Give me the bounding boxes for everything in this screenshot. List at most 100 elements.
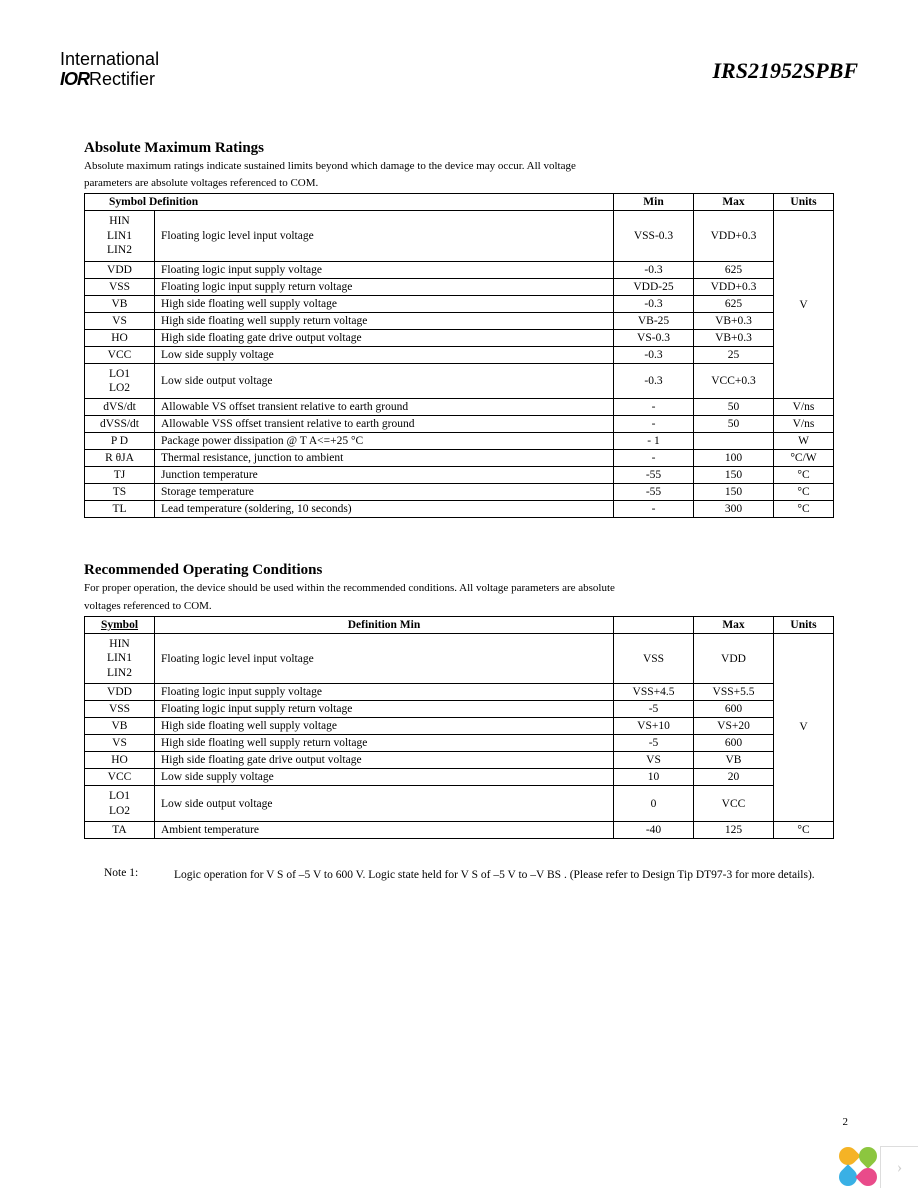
table-row: VSSFloating logic input supply return vo… — [85, 278, 834, 295]
table-cell: -55 — [614, 484, 694, 501]
th-def: Definition Min — [155, 617, 614, 634]
table-cell: VDD — [694, 634, 774, 684]
logo-rectifier: Rectifier — [89, 69, 155, 89]
table-row: LO1LO2Low side output voltage-0.3VCC+0.3 — [85, 363, 834, 399]
company-logo: International IORRectifier — [60, 50, 159, 90]
table-cell: VDD — [85, 684, 155, 701]
table-cell: 25 — [694, 346, 774, 363]
corner-widget: › — [838, 1146, 918, 1188]
table-cell: -55 — [614, 467, 694, 484]
table-header-row: Symbol Definition Min Max Units — [85, 617, 834, 634]
table-cell: 100 — [694, 450, 774, 467]
table-cell: 625 — [694, 295, 774, 312]
th-min: Min — [614, 194, 694, 211]
logo-line1: International — [60, 50, 159, 70]
table-cell: V/ns — [774, 416, 834, 433]
table-cell: Allowable VSS offset transient relative … — [155, 416, 614, 433]
table-cell: Thermal resistance, junction to ambient — [155, 450, 614, 467]
table-row: VCCLow side supply voltage-0.325 — [85, 346, 834, 363]
table-cell: V — [774, 211, 834, 399]
table-cell: High side floating gate drive output vol… — [155, 329, 614, 346]
table-cell: V/ns — [774, 399, 834, 416]
table-cell: Package power dissipation @ T A<=+25 °C — [155, 433, 614, 450]
table-cell: VCC+0.3 — [694, 363, 774, 399]
table-row: TJJunction temperature-55150°C — [85, 467, 834, 484]
table-row: P DPackage power dissipation @ T A<=+25 … — [85, 433, 834, 450]
table-cell: -5 — [614, 701, 694, 718]
table-cell: HO — [85, 329, 155, 346]
table-cell: VS — [85, 312, 155, 329]
th-sym: Symbol — [85, 617, 155, 634]
table-cell: TA — [85, 821, 155, 838]
table-cell: HINLIN1LIN2 — [85, 634, 155, 684]
table-cell: Floating logic input supply return volta… — [155, 701, 614, 718]
th-units: Units — [774, 194, 834, 211]
table-cell: 50 — [694, 399, 774, 416]
table-cell: - 1 — [614, 433, 694, 450]
table-cell: Low side supply voltage — [155, 769, 614, 786]
table-cell: -0.3 — [614, 295, 694, 312]
table-cell: VSS+5.5 — [694, 684, 774, 701]
table-cell: 600 — [694, 701, 774, 718]
table-cell: VDD-25 — [614, 278, 694, 295]
table-cell: VDD+0.3 — [694, 211, 774, 261]
table-cell: 50 — [694, 416, 774, 433]
table-cell: V — [774, 634, 834, 822]
table-cell: Floating logic input supply voltage — [155, 261, 614, 278]
part-number: IRS21952SPBF — [713, 58, 859, 84]
table-cell: VDD — [85, 261, 155, 278]
table-cell: VCC — [694, 786, 774, 822]
table-row: VDDFloating logic input supply voltage-0… — [85, 261, 834, 278]
table-cell: VSS — [85, 278, 155, 295]
logo-ior: IOR — [60, 69, 89, 89]
table-cell: VS — [614, 752, 694, 769]
table-cell: R θJA — [85, 450, 155, 467]
table-row: VSHigh side floating well supply return … — [85, 735, 834, 752]
page-header: International IORRectifier IRS21952SPBF — [60, 50, 858, 90]
table-cell: 150 — [694, 467, 774, 484]
table-cell: High side floating well supply voltage — [155, 295, 614, 312]
th-symdef: Symbol Definition — [85, 194, 614, 211]
table-cell: -0.3 — [614, 363, 694, 399]
table-cell: 625 — [694, 261, 774, 278]
note-label: Note 1: — [104, 867, 174, 884]
table-cell: Floating logic input supply voltage — [155, 684, 614, 701]
table-row: dVSS/dtAllowable VSS offset transient re… — [85, 416, 834, 433]
th-units: Units — [774, 617, 834, 634]
table-row: TLLead temperature (soldering, 10 second… — [85, 501, 834, 518]
section-rec-op: Recommended Operating Conditions For pro… — [84, 562, 834, 839]
table-row: VBHigh side floating well supply voltage… — [85, 295, 834, 312]
table-cell: VB+0.3 — [694, 329, 774, 346]
section-title-rec: Recommended Operating Conditions — [84, 562, 834, 579]
table-cell: High side floating well supply voltage — [155, 718, 614, 735]
table-cell: P D — [85, 433, 155, 450]
table-cell: Floating logic level input voltage — [155, 634, 614, 684]
table-cell: High side floating well supply return vo… — [155, 735, 614, 752]
table-row: TSStorage temperature-55150°C — [85, 484, 834, 501]
table-cell: VSS — [614, 634, 694, 684]
table-cell: VSS+4.5 — [614, 684, 694, 701]
table-cell: W — [774, 433, 834, 450]
table-cell: VSS — [85, 701, 155, 718]
table-cell: VB — [85, 295, 155, 312]
table-row: VCCLow side supply voltage1020 — [85, 769, 834, 786]
section-desc-abs-2: parameters are absolute voltages referen… — [84, 176, 834, 191]
table-cell: - — [614, 501, 694, 518]
table-cell: VSS-0.3 — [614, 211, 694, 261]
table-cell: -40 — [614, 821, 694, 838]
table-cell: HO — [85, 752, 155, 769]
table-cell: Low side supply voltage — [155, 346, 614, 363]
table-cell: VB-25 — [614, 312, 694, 329]
table-rec-op: Symbol Definition Min Max Units HINLIN1L… — [84, 616, 834, 839]
table-cell: VDD+0.3 — [694, 278, 774, 295]
table-cell: Allowable VS offset transient relative t… — [155, 399, 614, 416]
th-max: Max — [694, 617, 774, 634]
table-row: VSSFloating logic input supply return vo… — [85, 701, 834, 718]
section-desc-abs-1: Absolute maximum ratings indicate sustai… — [84, 159, 834, 174]
page-number: 2 — [843, 1116, 849, 1128]
section-title-abs: Absolute Maximum Ratings — [84, 140, 834, 157]
table-cell: - — [614, 399, 694, 416]
next-page-button[interactable]: › — [880, 1146, 918, 1188]
table-row: LO1LO2Low side output voltage0VCC — [85, 786, 834, 822]
table-row: VSHigh side floating well supply return … — [85, 312, 834, 329]
